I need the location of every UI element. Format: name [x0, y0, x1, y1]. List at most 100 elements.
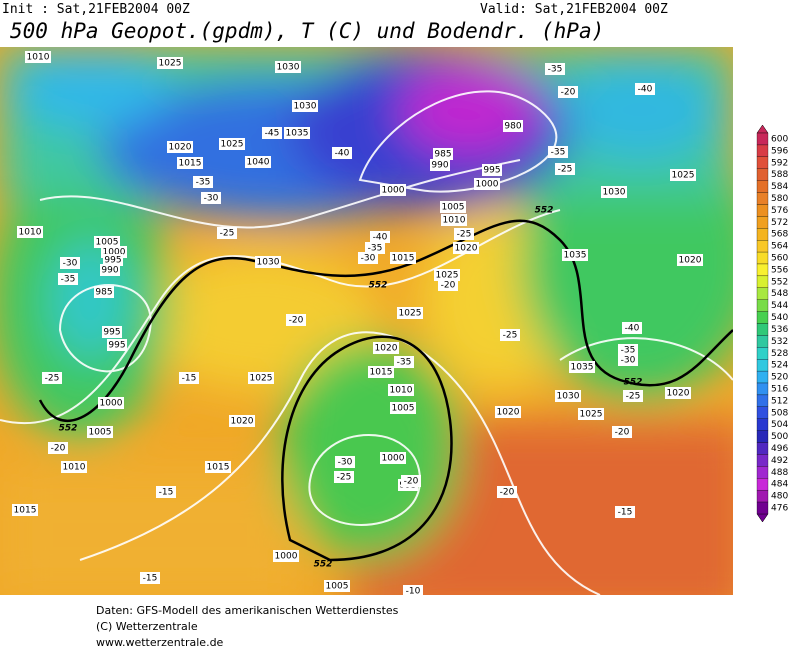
- colorbar-swatch: [756, 168, 769, 181]
- isoline-label: 1035: [286, 129, 309, 139]
- colorbar-swatch: [756, 478, 769, 491]
- label-box: [390, 252, 416, 264]
- isoline-label: 1005: [442, 203, 465, 213]
- colorbar-label: 500: [771, 432, 788, 442]
- isoline-label: -40: [625, 324, 640, 334]
- isoline-label: -15: [618, 508, 633, 518]
- isoline-label: -25: [558, 165, 573, 175]
- label-box: [205, 461, 231, 473]
- isoline-label: 1020: [169, 143, 192, 153]
- label-box: [618, 344, 638, 356]
- colorbar-swatch: [756, 454, 769, 467]
- colorbar-label: 504: [771, 420, 788, 430]
- contour-label: 552: [535, 206, 554, 216]
- colorbar-label: 552: [771, 277, 788, 287]
- label-box: [335, 456, 355, 468]
- label-box: [474, 178, 500, 190]
- isoline-label: 1025: [672, 171, 695, 181]
- isoline-label: 1030: [257, 258, 280, 268]
- isoline-label: -25: [45, 374, 60, 384]
- label-box: [482, 164, 502, 176]
- colorbar-swatch: [756, 228, 769, 241]
- colorbar-swatch: [756, 394, 769, 407]
- colorbar-swatch: [756, 442, 769, 455]
- label-box: [94, 236, 120, 248]
- contour-label: 552: [624, 378, 643, 388]
- colorbar-swatch: [756, 263, 769, 277]
- colorbar-label: 576: [771, 206, 788, 216]
- isoline-label: -15: [182, 374, 197, 384]
- label-box: [569, 361, 595, 373]
- isoline-label: -20: [441, 281, 456, 291]
- colorbar-swatch: [756, 323, 769, 336]
- isoline-label: 990: [431, 161, 448, 171]
- isoline-label: 1015: [370, 368, 393, 378]
- colorbar-swatch: [756, 347, 769, 360]
- label-box: [397, 307, 423, 319]
- colorbar-label: 584: [771, 182, 788, 192]
- isoline-label: -20: [615, 428, 630, 438]
- colorbar-label: 528: [771, 349, 788, 359]
- isoline-label: -30: [621, 356, 636, 366]
- label-box: [275, 61, 301, 73]
- isoline-label: 1015: [207, 463, 230, 473]
- colorbar-label: 544: [771, 301, 788, 311]
- isoline-label: 1020: [497, 408, 520, 418]
- colorbar-label: 536: [771, 325, 788, 335]
- label-box: [140, 572, 160, 584]
- label-box: [388, 384, 414, 396]
- isoline-label: -30: [361, 254, 376, 264]
- label-box: [430, 159, 450, 171]
- label-box: [255, 256, 281, 268]
- colorbar-label: 520: [771, 373, 788, 383]
- isoline-label: 1005: [96, 238, 119, 248]
- colorbar-label: 596: [771, 146, 788, 156]
- colorbar-tip: [756, 513, 769, 523]
- contour-label: 552: [369, 281, 388, 291]
- label-box: [61, 461, 87, 473]
- isoline-label: 1035: [571, 363, 594, 373]
- colorbar-swatch: [756, 430, 769, 443]
- isoline-label: 1030: [603, 188, 626, 198]
- isoline-label: -30: [204, 194, 219, 204]
- label-box: [102, 326, 122, 338]
- isoline-label: -40: [373, 233, 388, 243]
- colorbar-swatch: [756, 192, 769, 205]
- isoline-label: 1000: [476, 180, 499, 190]
- isoline-label: 1000: [275, 552, 298, 562]
- colorbar-label: 480: [771, 492, 788, 502]
- isoline-label: 1015: [392, 254, 415, 264]
- isoline-label: -30: [338, 458, 353, 468]
- isoline-label: -35: [621, 346, 636, 356]
- colorbar-swatch: [756, 501, 769, 515]
- label-box: [454, 228, 474, 240]
- isoline-label: 1010: [19, 228, 42, 238]
- label-box: [497, 486, 517, 498]
- isoline-label: -25: [220, 229, 235, 239]
- isoline-label: 1010: [63, 463, 86, 473]
- footer-line: (C) Wetterzentrale: [96, 620, 198, 633]
- isoline-label: 1015: [14, 506, 37, 516]
- label-box: [248, 372, 274, 384]
- isoline-label: 1030: [277, 63, 300, 73]
- isoline-label: -25: [457, 230, 472, 240]
- label-box: [324, 580, 350, 592]
- colorbar-swatch: [756, 144, 769, 158]
- label-box: [58, 273, 78, 285]
- colorbar-label: 492: [771, 456, 788, 466]
- isoline-label: 1025: [436, 271, 459, 281]
- valid-time: Valid: Sat,21FEB2004 00Z: [480, 2, 668, 17]
- label-box: [286, 314, 306, 326]
- isoline-label: -45: [265, 129, 280, 139]
- isoline-label: 990: [101, 266, 118, 276]
- label-box: [48, 442, 68, 454]
- label-box: [103, 254, 123, 266]
- isoline-label: 1025: [399, 309, 422, 319]
- colorbar-swatch: [756, 287, 769, 300]
- label-box: [156, 486, 176, 498]
- label-box: [17, 226, 43, 238]
- label-box: [25, 51, 51, 63]
- colorbar-swatch: [756, 275, 769, 288]
- colorbar-label: 524: [771, 361, 788, 371]
